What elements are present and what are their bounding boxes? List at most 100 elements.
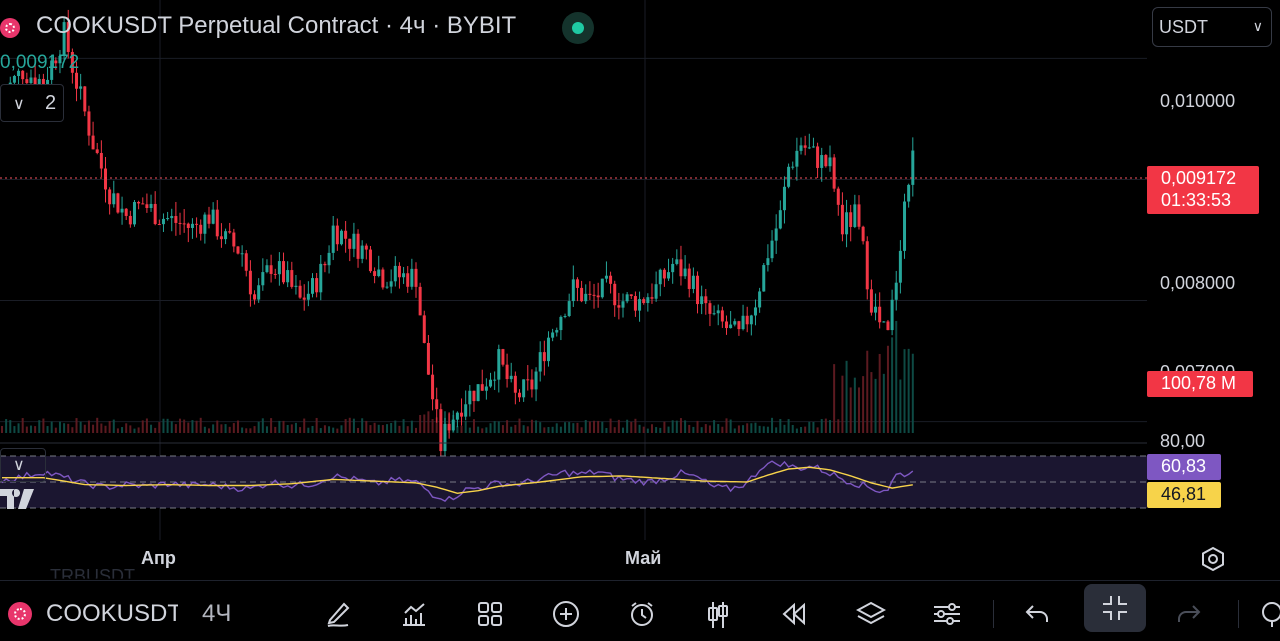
- price-chart[interactable]: [0, 0, 1280, 580]
- candle-body: [161, 218, 165, 225]
- magnifier-icon[interactable]: [1254, 592, 1280, 636]
- candle-body: [853, 204, 857, 227]
- time-axis-label: Май: [625, 548, 662, 568]
- candle-body: [774, 228, 778, 241]
- candle-body: [741, 315, 745, 330]
- volume-bar: [882, 373, 885, 433]
- volume-bar: [514, 424, 517, 433]
- market-status-icon[interactable]: [562, 12, 594, 44]
- candle-body: [869, 289, 873, 313]
- volume-bar: [38, 420, 41, 433]
- settings-sliders-icon[interactable]: [923, 592, 969, 636]
- alert-clock-icon[interactable]: [619, 592, 665, 636]
- rsi-ma-value: 46,81: [1161, 484, 1207, 504]
- volume-bar: [249, 428, 252, 433]
- tradingview-logo[interactable]: [0, 486, 50, 519]
- volume-bar: [54, 427, 57, 433]
- volume-bar: [286, 424, 289, 433]
- currency-select[interactable]: USDT ∨: [1152, 7, 1272, 47]
- candle-body: [683, 268, 687, 277]
- replay-icon[interactable]: [771, 592, 817, 636]
- candle-body: [766, 258, 770, 266]
- chart-title[interactable]: COOKUSDT Perpetual Contract · 4ч · BYBIT: [36, 12, 517, 39]
- volume-bar: [17, 423, 20, 433]
- candle-body: [832, 157, 836, 189]
- undo-icon[interactable]: [1014, 592, 1060, 636]
- candle-body: [720, 310, 724, 322]
- candle-body: [642, 299, 646, 304]
- chart-settings-icon[interactable]: [1200, 546, 1226, 572]
- candle-body: [344, 230, 348, 239]
- volume-bar: [282, 420, 285, 433]
- candle-body: [518, 392, 521, 398]
- candle-body: [609, 275, 613, 284]
- candle-body: [758, 291, 762, 308]
- volume-bar: [112, 419, 115, 433]
- current-price-label: 0,009172: [0, 52, 80, 73]
- candle-body: [828, 157, 832, 167]
- candle-body: [331, 225, 335, 253]
- volume-bar: [721, 426, 724, 433]
- volume-bar: [179, 418, 182, 433]
- candle-body: [315, 278, 319, 293]
- candle-body: [248, 270, 252, 295]
- candle-body: [621, 301, 625, 308]
- volume-bar: [725, 418, 728, 433]
- candles-icon[interactable]: [695, 592, 741, 636]
- indicators-toggle[interactable]: ∨ 2: [0, 84, 64, 122]
- volume-bar: [617, 419, 620, 433]
- volume-bar: [361, 418, 364, 433]
- add-icon[interactable]: [543, 592, 589, 636]
- candle-body: [890, 299, 894, 331]
- volume-bar: [63, 423, 66, 433]
- candle-body: [327, 252, 331, 266]
- volume-bar: [489, 423, 492, 433]
- volume-bar: [228, 426, 231, 433]
- volume-bar: [150, 424, 153, 433]
- candle-body: [646, 297, 650, 304]
- indicators-icon[interactable]: [391, 592, 437, 636]
- candle-body: [311, 278, 314, 294]
- candle-body: [240, 253, 244, 255]
- candle-body: [878, 306, 882, 323]
- volume-bar: [191, 420, 194, 433]
- volume-bar: [808, 421, 811, 433]
- volume-bar: [688, 424, 691, 433]
- candle-body: [588, 293, 592, 295]
- candle-body: [298, 285, 302, 298]
- rsi-collapse-button[interactable]: ∨: [0, 448, 46, 482]
- layers-icon[interactable]: [847, 592, 893, 636]
- volume-bar: [659, 427, 662, 433]
- volume-bar: [472, 419, 475, 433]
- candle-body: [803, 145, 807, 148]
- candle-body: [112, 193, 116, 205]
- candle-body: [745, 315, 749, 325]
- volume-bar: [58, 421, 61, 433]
- rsi-value: 60,83: [1161, 456, 1207, 476]
- candle-body: [273, 273, 277, 275]
- interval-button[interactable]: 4Ч: [202, 600, 232, 627]
- candle-body: [145, 204, 149, 209]
- volume-bar: [903, 349, 906, 433]
- volume-bar: [510, 426, 513, 433]
- candle-body: [762, 265, 766, 292]
- candle-body: [422, 315, 426, 343]
- volume-bar: [137, 427, 140, 433]
- pencil-icon[interactable]: [315, 592, 361, 636]
- symbol-button[interactable]: COOKUSDT: [46, 600, 178, 627]
- volume-bar: [791, 425, 794, 433]
- candle-body: [898, 250, 902, 283]
- volume-bar: [265, 426, 268, 433]
- volume-bar: [758, 425, 761, 433]
- candle-body: [257, 285, 261, 300]
- volume-bar: [241, 427, 244, 433]
- candle-body: [542, 352, 546, 362]
- collapse-icon[interactable]: [1084, 584, 1146, 632]
- indicator-count: 2: [45, 92, 57, 114]
- candle-body: [269, 265, 273, 274]
- volume-bar: [733, 428, 736, 433]
- volume-bar: [576, 422, 579, 433]
- layout-grid-icon[interactable]: [467, 592, 513, 636]
- volume-badge: 100,78 M: [1147, 371, 1253, 397]
- redo-icon[interactable]: [1166, 592, 1212, 636]
